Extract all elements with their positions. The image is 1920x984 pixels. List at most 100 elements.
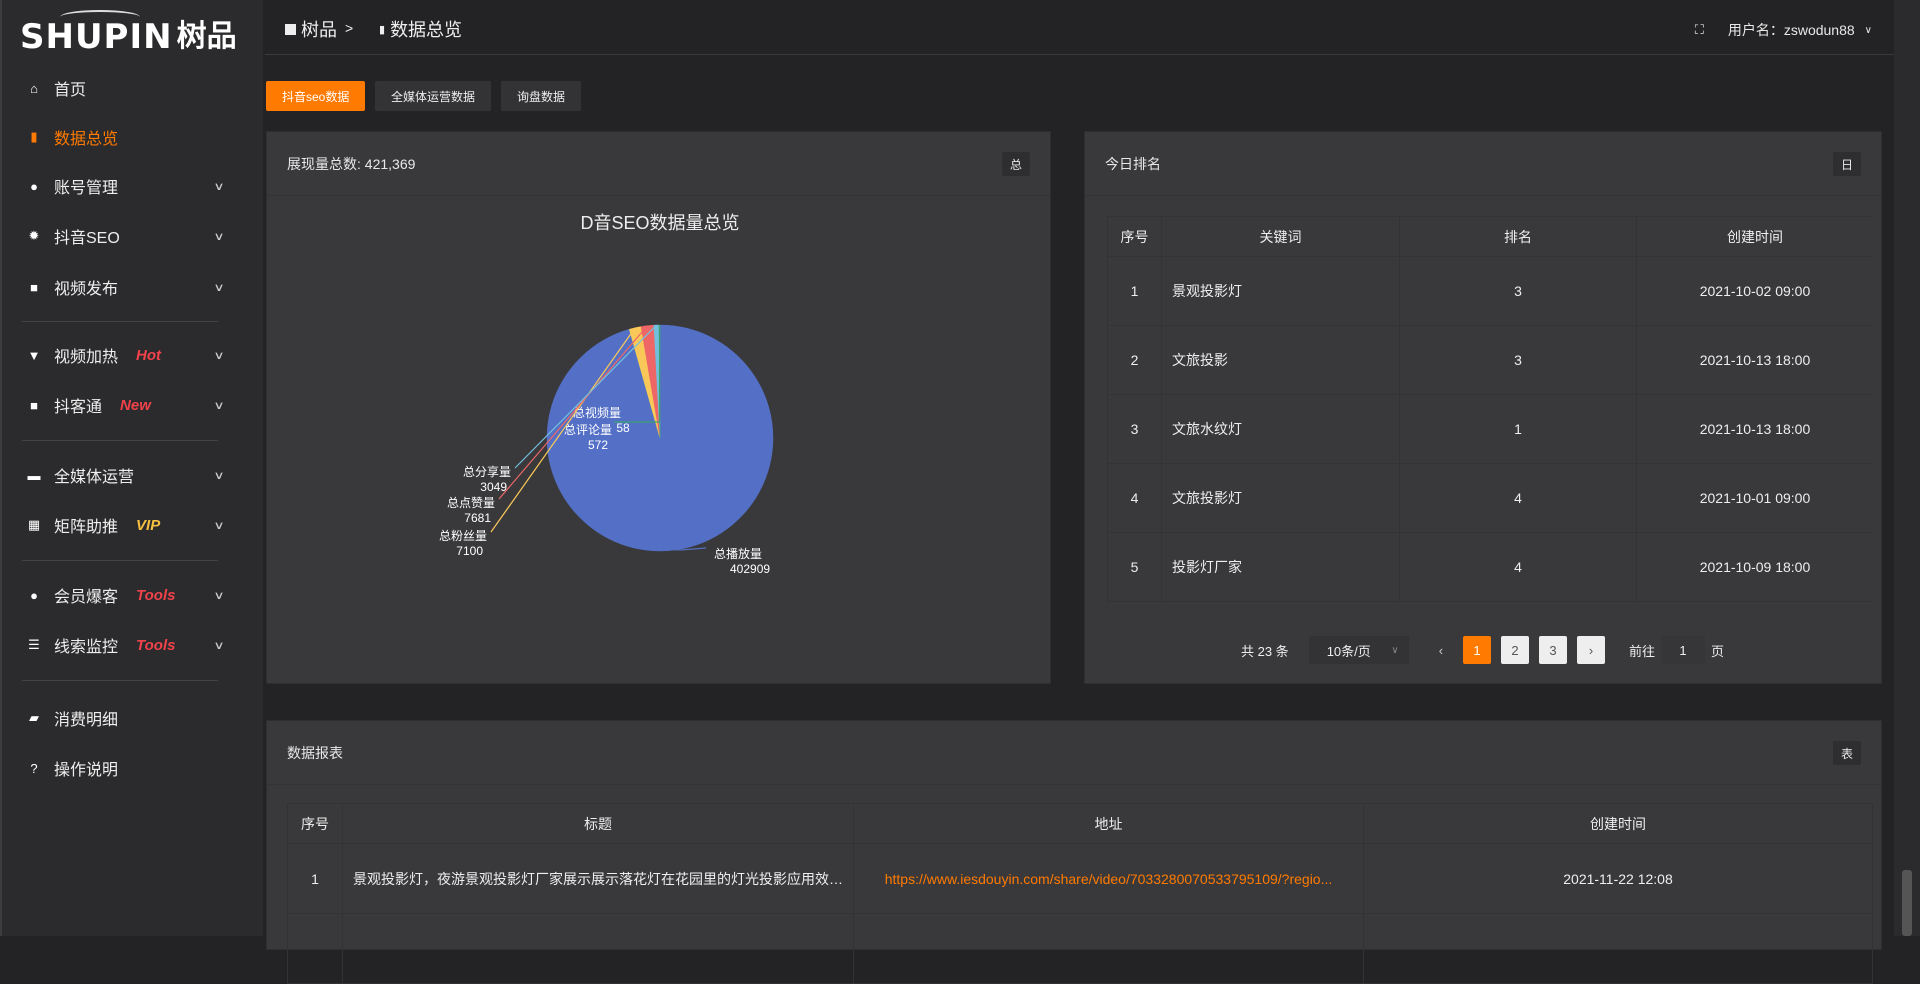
ranking-table-wrap[interactable]: 序号 关键词 排名 创建时间 1 景观投影灯 3 2021-10-02 09:00 2 文旅投影 3… xyxy=(1107,216,1873,602)
sidebar-item-7[interactable]: ▬ 全媒体运营 ∨ xyxy=(2,455,265,495)
table-cell: 景观投影灯，夜游景观投影灯厂家展示展示落花灯在花园里的灯光投影应用效果 # xyxy=(342,843,854,914)
sidebar: SHUPIN 树品 ⌂ 首页 ▮ 数据总览 ● 账号管理 ∨ ✹ 抖音SEO ∨ ■ 视频发布 ∨ ▼ 视频加… xyxy=(0,0,263,936)
chevron-down-icon[interactable]: ∨ xyxy=(213,349,225,362)
leader-line-5 xyxy=(614,325,661,423)
data-label-value: 58 xyxy=(616,421,630,435)
chevron-down-icon[interactable]: ∨ xyxy=(213,230,225,243)
table-cell: 2021-10-09 18:00 xyxy=(1636,532,1873,602)
sidebar-divider xyxy=(22,321,218,322)
table-cell[interactable]: https://www.iesdouyin.com/share/video/70… xyxy=(853,843,1364,914)
page-button[interactable]: 3 xyxy=(1539,636,1568,664)
sliders-icon: ☰ xyxy=(28,637,40,652)
overview-title: 展现量总数: 421,369 xyxy=(287,155,416,172)
column-header[interactable]: 创建时间 xyxy=(1363,803,1873,844)
breadcrumb-home[interactable]: 树品 xyxy=(285,16,337,42)
column-header[interactable]: 序号 xyxy=(1107,216,1162,257)
gear-icon: ✹ xyxy=(28,228,40,243)
chart-title: D音SEO数据量总览 xyxy=(580,213,739,233)
report-tag[interactable]: 表 xyxy=(1833,741,1861,765)
table-row[interactable]: 2 文旅投影 3 2021-10-13 18:00 xyxy=(1107,325,1873,395)
column-header[interactable]: 排名 xyxy=(1399,216,1637,257)
column-header[interactable]: 序号 xyxy=(287,803,343,844)
chevron-down-icon[interactable]: ∨ xyxy=(213,180,225,193)
sidebar-item-6[interactable]: ■ 抖客通 New ∨ xyxy=(2,385,265,425)
chevron-down-icon[interactable]: ∨ xyxy=(213,639,225,652)
column-header[interactable]: 地址 xyxy=(853,803,1364,844)
page-size-select[interactable]: 10条/页 ∨ xyxy=(1308,636,1409,664)
table-row[interactable]: 1 景观投影灯 3 2021-10-02 09:00 xyxy=(1107,256,1873,326)
total-count: 共 23 条 xyxy=(1241,643,1289,659)
ranking-table: 序号 关键词 排名 创建时间 1 景观投影灯 3 2021-10-02 09:00 2 文旅投影 3… xyxy=(1107,216,1873,602)
prev-page-button[interactable]: ‹ xyxy=(1438,642,1444,658)
tab-all-media[interactable]: 全媒体运营数据 xyxy=(375,81,492,111)
column-header[interactable]: 创建时间 xyxy=(1636,216,1873,257)
table-row[interactable]: 1 景观投影灯，夜游景观投影灯厂家展示展示落花灯在花园里的灯光投影应用效果 # ht… xyxy=(287,843,1873,914)
chevron-down-icon[interactable]: ∨ xyxy=(1864,24,1872,36)
sidebar-item-label: 消费明细 xyxy=(54,712,119,729)
sidebar-item-3[interactable]: ✹ 抖音SEO ∨ xyxy=(2,216,265,256)
sidebar-item-8[interactable]: ▦ 矩阵助推 VIP ∨ xyxy=(2,505,265,545)
table-row[interactable]: 4 文旅投影灯 4 2021-10-01 09:00 xyxy=(1107,463,1873,533)
sidebar-item-label: 会员爆客 xyxy=(54,589,119,606)
user-icon: ● xyxy=(30,587,38,603)
sidebar-divider xyxy=(22,560,218,561)
sidebar-item-2[interactable]: ● 账号管理 ∨ xyxy=(2,166,265,206)
chevron-down-icon[interactable]: ∨ xyxy=(213,519,225,532)
page-unit: 页 xyxy=(1711,643,1725,659)
ranking-card: 今日排名日 序号 关键词 排名 创建时间 1 景观投影灯 3 2021-10-02 09:00… xyxy=(1084,131,1882,684)
data-label-name: 总点赞量 xyxy=(447,496,495,510)
page-button[interactable]: 1 xyxy=(1463,636,1492,664)
ranking-tag[interactable]: 日 xyxy=(1833,152,1861,176)
column-header[interactable]: 关键词 xyxy=(1161,216,1400,257)
overview-tag[interactable]: 总 xyxy=(1002,152,1030,176)
logo[interactable]: SHUPIN 树品 xyxy=(20,10,237,54)
table-cell: 景观投影灯 xyxy=(1161,256,1400,326)
sidebar-item-label: 视频加热 xyxy=(54,349,119,366)
wallet-icon: ▰ xyxy=(29,710,39,725)
next-page-button[interactable]: › xyxy=(1577,636,1606,664)
chevron-down-icon[interactable]: ∨ xyxy=(213,399,225,412)
scrollbar[interactable] xyxy=(1894,0,1920,936)
sidebar-item-label: 全媒体运营 xyxy=(54,469,135,486)
scrollbar-thumb[interactable] xyxy=(1902,870,1912,936)
page-button[interactable]: 2 xyxy=(1501,636,1530,664)
logo-text: SHUPIN xyxy=(20,17,173,57)
sidebar-item-10[interactable]: ☰ 线索监控 Tools ∨ xyxy=(2,625,265,665)
tab-douyin-seo[interactable]: 抖音seo数据 xyxy=(266,81,366,111)
sidebar-item-1[interactable]: ▮ 数据总览 xyxy=(2,117,265,157)
sidebar-item-12[interactable]: ? 操作说明 xyxy=(2,748,265,788)
sidebar-item-4[interactable]: ■ 视频发布 ∨ xyxy=(2,267,265,307)
sidebar-item-9[interactable]: ● 会员爆客 Tools ∨ xyxy=(2,575,265,615)
table-cell: 3 xyxy=(1107,394,1162,464)
help-icon: ? xyxy=(30,760,38,776)
table-row[interactable]: 3 文旅水纹灯 1 2021-10-13 18:00 xyxy=(1107,394,1873,464)
table-cell: 4 xyxy=(1399,463,1637,533)
sidebar-item-label: 抖客通 xyxy=(54,399,103,416)
sidebar-item-5[interactable]: ▼ 视频加热 Hot ∨ xyxy=(2,335,265,375)
logo-text-cn: 树品 xyxy=(176,20,237,53)
table-cell: 投影灯厂家 xyxy=(1161,532,1400,602)
data-label-name: 总分享量 xyxy=(463,464,511,479)
table-cell: 2021-11-22 12:08 xyxy=(1363,843,1873,914)
bar-chart-icon: ▮ xyxy=(30,129,38,144)
sidebar-item-label: 首页 xyxy=(54,82,87,99)
sidebar-item-label: 操作说明 xyxy=(54,762,119,779)
chevron-down-icon[interactable]: ∨ xyxy=(213,589,225,602)
column-header[interactable]: 标题 xyxy=(342,803,854,844)
goto-input[interactable]: 1 xyxy=(1661,636,1706,664)
chevron-down-icon[interactable]: ∨ xyxy=(213,281,225,294)
monitor-icon: ▬ xyxy=(27,467,41,483)
fullscreen-icon[interactable]: ⛶ xyxy=(1694,22,1704,37)
report-card: 数据报表 表 序号 标题 地址 创建时间 1 景观投影灯，夜游景观投影灯厂家展示展示落花灯在… xyxy=(266,720,1882,984)
table-row[interactable]: 5 投影灯厂家 4 2021-10-09 18:00 xyxy=(1107,532,1873,602)
report-title: 数据报表 xyxy=(287,744,343,761)
data-label-name: 总播放量 xyxy=(714,546,762,561)
sidebar-divider xyxy=(22,440,218,441)
tab-inquiry[interactable]: 询盘数据 xyxy=(501,81,582,111)
chevron-down-icon[interactable]: ∨ xyxy=(213,469,225,482)
sidebar-item-label: 抖音SEO xyxy=(54,230,120,247)
sidebar-item-11[interactable]: ▰ 消费明细 xyxy=(2,698,265,738)
username[interactable]: 用户名：zswodun88 xyxy=(1727,22,1855,38)
sidebar-item-0[interactable]: ⌂ 首页 xyxy=(2,68,265,108)
